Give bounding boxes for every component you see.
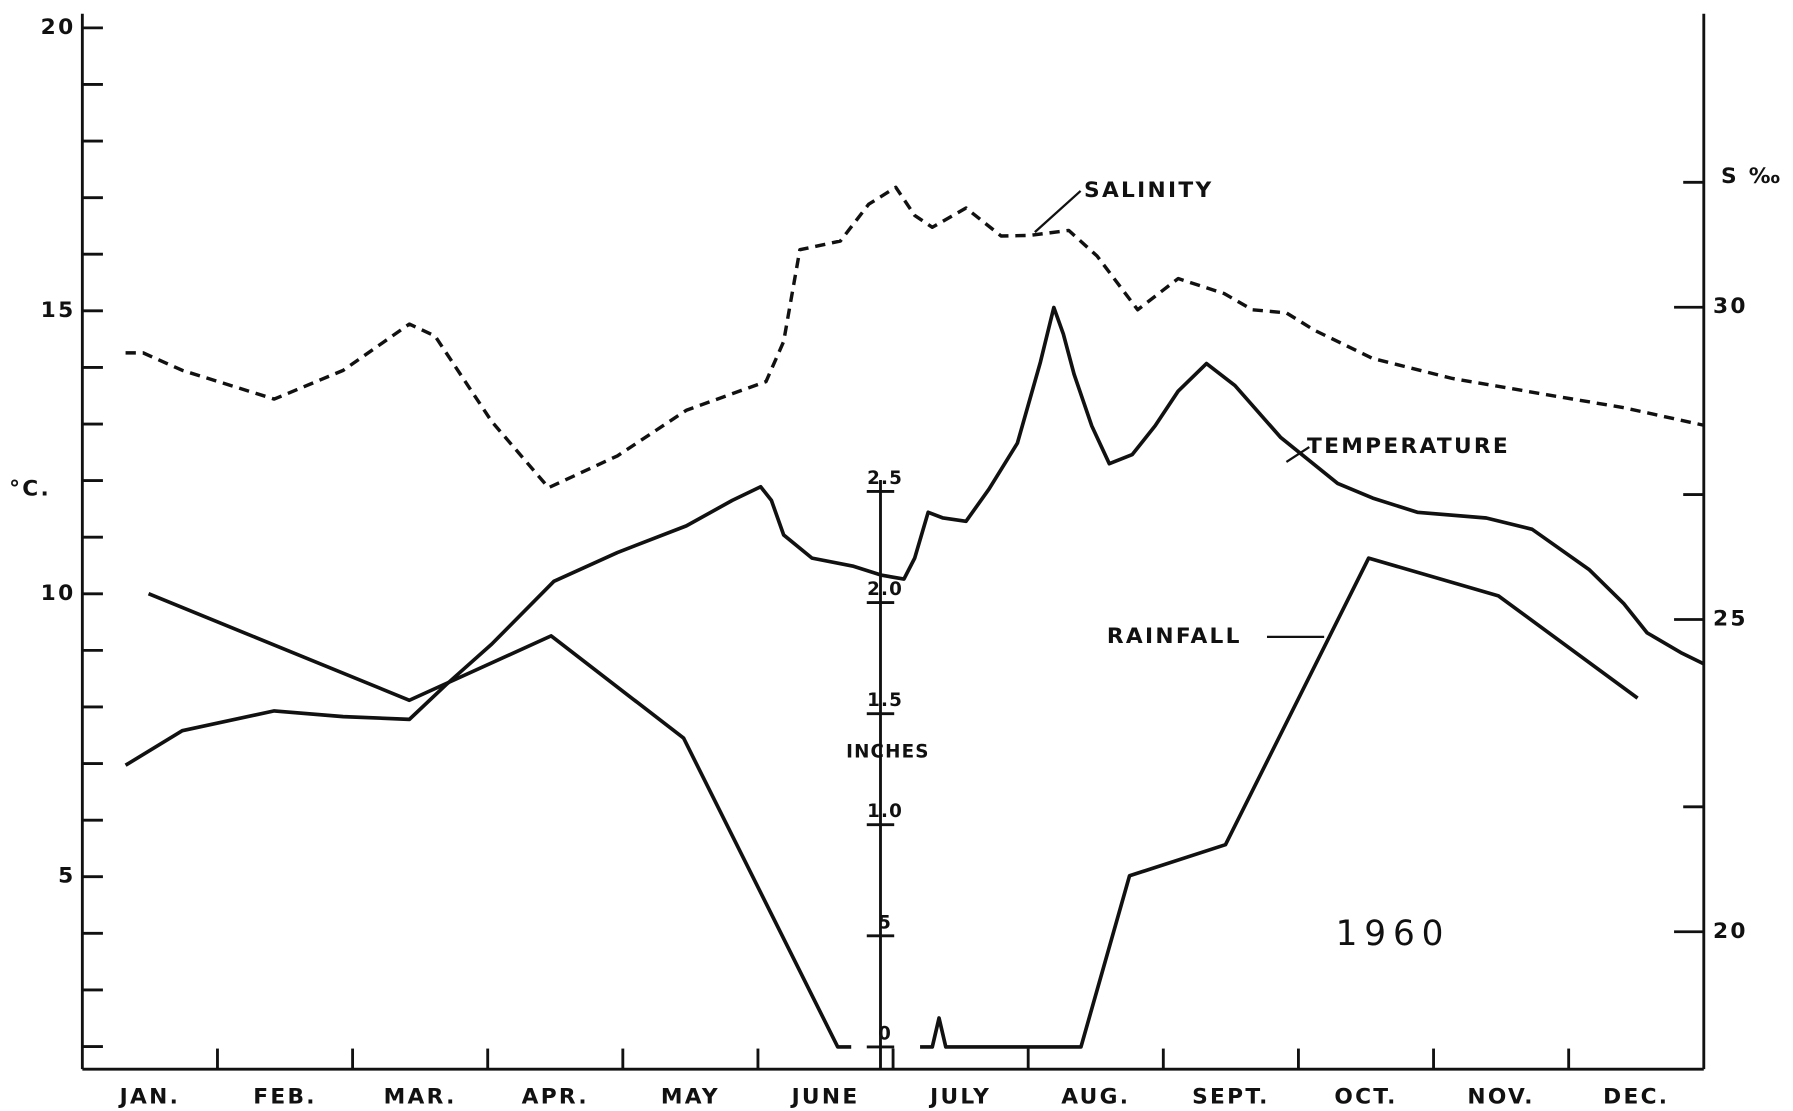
temperature-label: TEMPERATURE xyxy=(1307,434,1510,459)
y-tick-label: 10 xyxy=(41,581,76,606)
series-line xyxy=(124,305,1705,767)
y2-tick-label: 30 xyxy=(1713,294,1748,319)
x-tick-label: JAN. xyxy=(118,1085,180,1110)
series-line xyxy=(125,185,1705,490)
y-tick-label: 15 xyxy=(41,298,76,323)
rain-tick-label: 2.5 xyxy=(867,468,903,489)
x-tick-label: JULY xyxy=(928,1085,991,1110)
leader xyxy=(1285,446,1310,463)
x-tick-label: APR. xyxy=(522,1085,589,1110)
y2-axis-label: S ‰ xyxy=(1721,164,1782,189)
x-tick-label: MAR. xyxy=(384,1085,457,1110)
x-tick-label: SEPT. xyxy=(1192,1085,1270,1110)
rainfall-label: RAINFALL xyxy=(1107,624,1242,649)
rain-tick-label: 2.0 xyxy=(867,579,903,600)
rain-tick-label: 1.5 xyxy=(867,690,903,711)
x-tick-label: OCT. xyxy=(1334,1085,1397,1110)
x-tick-label: DEC. xyxy=(1603,1085,1669,1110)
x-tick-label: JUNE xyxy=(790,1085,860,1110)
salinity-label: SALINITY xyxy=(1084,178,1213,203)
x-tick-label: NOV. xyxy=(1467,1085,1534,1110)
y-tick-label: 5 xyxy=(58,864,75,889)
rain-tick-label: 1.0 xyxy=(867,801,903,822)
x-tick-label: MAY xyxy=(661,1085,720,1110)
rain-tick-label: 0 xyxy=(878,1023,892,1044)
x-tick-label: AUG. xyxy=(1061,1085,1130,1110)
series-line xyxy=(147,556,1639,1049)
y-axis-label: °C. xyxy=(9,476,51,501)
rain-tick-label: 5 xyxy=(878,912,892,933)
y2-tick-label: 25 xyxy=(1713,606,1748,631)
x-tick-label: FEB. xyxy=(253,1085,317,1110)
year-label: 1960 xyxy=(1336,914,1451,954)
leader xyxy=(1034,190,1082,233)
y-tick-label: 20 xyxy=(41,15,76,40)
inches-label: INCHES xyxy=(846,741,929,762)
y2-tick-label: 20 xyxy=(1713,919,1748,944)
